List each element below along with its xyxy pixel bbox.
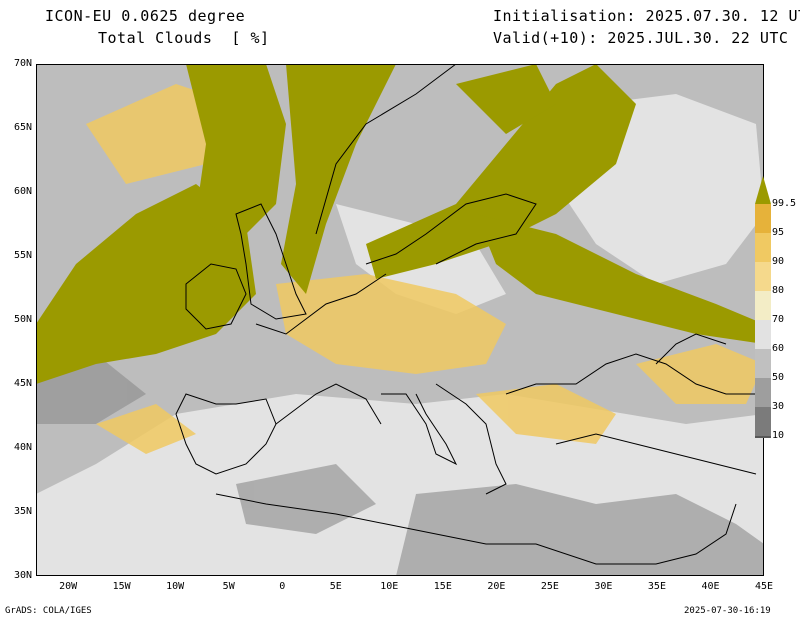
- lon-tick-label: 25E: [540, 581, 559, 592]
- lat-tick-label: 35N: [13, 506, 32, 517]
- lon-tick-label: 15E: [433, 581, 452, 592]
- legend-swatch: [755, 378, 771, 407]
- legend-label: 10: [772, 430, 785, 441]
- lon-tick-label: 20E: [487, 581, 506, 592]
- lon-tick-label: 45E: [754, 581, 774, 592]
- lat-tick-label: 65N: [13, 122, 32, 133]
- lon-tick-label: 15W: [112, 581, 131, 592]
- legend-swatch: [755, 349, 771, 378]
- legend-label: 80: [772, 285, 785, 296]
- lat-tick-label: 40N: [13, 442, 32, 453]
- coastlines: [175, 64, 757, 565]
- lon-tick-label: 10W: [166, 581, 185, 592]
- legend-swatch-top: [755, 176, 771, 204]
- lon-tick-label: 20W: [59, 581, 78, 592]
- legend-label: 60: [772, 343, 785, 354]
- overcast-cloud-bands: [36, 64, 764, 384]
- lon-tick-label: 5E: [329, 581, 342, 592]
- legend-swatch: [755, 262, 771, 291]
- legend-swatch: [755, 291, 771, 320]
- legend-label: 70: [772, 314, 785, 325]
- lat-tick-label: 55N: [13, 250, 32, 261]
- lon-tick-label: 5W: [222, 581, 235, 592]
- chart-title: ICON-EU 0.0625 degree: [45, 7, 246, 25]
- chart-subtitle: Total Clouds [ %]: [98, 29, 270, 47]
- lat-tick-label: 30N: [13, 570, 32, 581]
- legend-swatch: [755, 233, 771, 262]
- footer-right: 2025-07-30-16:19: [684, 606, 771, 616]
- legend-label: 30: [772, 401, 785, 412]
- color-legend: [755, 176, 771, 438]
- lat-tick-label: 50N: [13, 314, 32, 325]
- footer-left: GrADS: COLA/IGES: [5, 606, 92, 616]
- lat-tick-label: 60N: [13, 186, 32, 197]
- legend-swatch: [755, 407, 771, 436]
- lat-tick-label: 70N: [13, 58, 32, 69]
- legend-swatch: [755, 436, 771, 438]
- lon-tick-label: 40E: [701, 581, 720, 592]
- valid-time: Valid(+10): 2025.JUL.30. 22 UTC: [493, 29, 789, 47]
- lon-tick-label: 35E: [647, 581, 666, 592]
- lon-tick-label: 10E: [380, 581, 399, 592]
- lon-tick-label: 0: [279, 581, 286, 592]
- map-canvas: [36, 64, 764, 576]
- lat-tick-label: 45N: [13, 378, 32, 389]
- lon-tick-label: 30E: [594, 581, 613, 592]
- legend-label: 50: [772, 372, 785, 383]
- legend-swatch: [755, 320, 771, 349]
- legend-label: 90: [772, 256, 785, 267]
- cloud-map: [36, 64, 764, 576]
- legend-swatch: [755, 204, 771, 233]
- init-time: Initialisation: 2025.07.30. 12 UTC: [493, 7, 800, 25]
- partial-cloud-areas: [86, 84, 764, 454]
- legend-label: 95: [772, 227, 785, 238]
- legend-label: 99.5: [772, 198, 797, 209]
